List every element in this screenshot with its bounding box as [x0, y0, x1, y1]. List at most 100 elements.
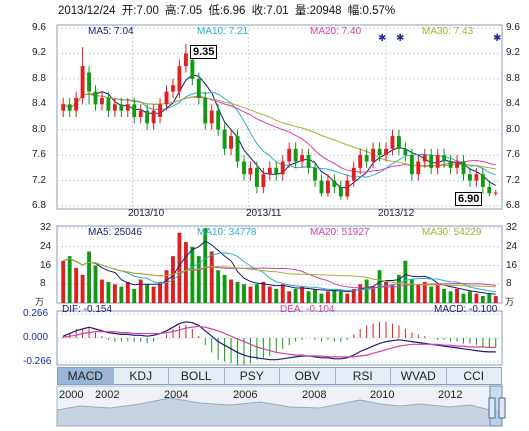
volume-bar	[248, 286, 253, 303]
volume-bar	[435, 284, 440, 303]
volume-bar	[158, 281, 163, 303]
candle-body	[138, 110, 143, 117]
info-close: 收:7.01	[251, 5, 289, 17]
volume-bar	[61, 260, 66, 303]
candle-body	[100, 97, 104, 105]
volume-bar	[300, 286, 305, 303]
candle-body	[306, 155, 311, 168]
candle-body	[287, 148, 292, 162]
candle-body	[448, 161, 453, 168]
dif-line	[62, 321, 496, 361]
vol-ma10-line	[63, 252, 496, 293]
candle-body	[364, 155, 369, 162]
volume-bar	[442, 288, 447, 303]
volume-bar	[67, 256, 72, 303]
volume-bar	[229, 279, 234, 303]
price-panel	[56, 24, 503, 210]
volume-bar	[345, 293, 350, 303]
tab-psy[interactable]: PSY	[225, 368, 280, 384]
tab-wvad[interactable]: WVAD	[391, 368, 447, 384]
candle-body	[171, 85, 175, 92]
candle-body	[254, 167, 259, 187]
candle-body	[332, 180, 337, 187]
range-selector[interactable]	[56, 385, 506, 427]
volume-y-tick-left: 16	[40, 259, 52, 271]
volume-bar	[351, 288, 356, 303]
volume-bar	[138, 279, 143, 303]
price-candles	[61, 43, 498, 200]
year-2002: 2002	[95, 389, 120, 401]
range-handle[interactable]	[498, 397, 506, 419]
candle-body	[474, 174, 479, 181]
volume-bar	[293, 288, 298, 303]
price-y-tick-left: 7.2	[32, 174, 46, 186]
tab-rsi[interactable]: RSI	[336, 368, 391, 384]
volume-bar	[416, 284, 421, 303]
price-y-tick-right: 8.8	[506, 72, 520, 84]
macd-histogram	[62, 321, 497, 366]
candle-body	[125, 104, 130, 111]
volume-bar	[183, 242, 188, 303]
price-y-tick-left: 8.4	[32, 98, 46, 110]
price-y-tick-right: 7.2	[506, 174, 520, 186]
price-ma30-label: MA30: 7.43	[422, 26, 474, 37]
candle-body	[422, 155, 427, 162]
tab-cci[interactable]: CCI	[463, 369, 485, 383]
volume-bar	[222, 274, 227, 303]
volume-bar	[112, 284, 117, 303]
volume-bar	[235, 281, 240, 303]
star-icons: ✱ ✱ ✱	[378, 33, 501, 44]
candle-body	[390, 136, 395, 149]
volume-bar	[261, 281, 266, 303]
year-2008: 2008	[302, 389, 327, 401]
range-handle[interactable]	[488, 397, 496, 419]
candle-body	[267, 167, 272, 175]
volume-bar	[461, 293, 466, 303]
price-y-tick-right: 8.0	[506, 123, 520, 135]
volume-unit-right: 万	[505, 297, 515, 307]
candle-body	[493, 192, 498, 194]
volume-bar	[74, 267, 79, 303]
ma10-line	[62, 91, 496, 178]
candle-body	[442, 155, 447, 162]
candle-body	[80, 66, 85, 98]
dea-line	[63, 325, 496, 358]
candle-body	[345, 180, 350, 197]
volume-bar	[409, 279, 414, 303]
volume-bar	[480, 295, 485, 303]
volume-bar	[287, 291, 292, 303]
volume-bar	[164, 270, 169, 303]
volume-bar	[364, 279, 369, 303]
low-marker: 6.90	[455, 192, 483, 206]
year-2000: 2000	[59, 389, 84, 401]
volume-bar	[190, 246, 195, 303]
macd-dea-label: DEA: -0.104	[280, 304, 335, 315]
price-y-tick-left: 7.6	[32, 149, 46, 161]
candle-body	[429, 155, 434, 168]
vol-ma30-line	[63, 257, 496, 288]
tab-obv[interactable]: OBV	[280, 368, 336, 384]
tab-kdj[interactable]: KDJ	[114, 368, 169, 384]
volume-panel-frame	[56, 225, 503, 304]
macd-y-tick: 0.000	[23, 332, 49, 343]
volume-bar	[216, 270, 221, 303]
price-grid	[57, 25, 502, 209]
volume-bar	[125, 281, 130, 303]
candle-body	[112, 104, 117, 111]
tab-boll[interactable]: BOLL	[169, 368, 225, 384]
year-2010: 2010	[370, 389, 395, 401]
volume-bar	[338, 291, 343, 303]
candle-body	[145, 110, 150, 124]
volume-bar	[209, 251, 214, 303]
volume-y-tick-right: 32	[506, 222, 518, 233]
candle-body	[119, 104, 124, 111]
tab-macd[interactable]: MACD	[58, 368, 114, 384]
candle-body	[242, 161, 246, 175]
volume-bar	[177, 232, 182, 303]
volume-bar	[468, 291, 472, 303]
volume-bar	[403, 260, 408, 303]
ma30-line	[62, 93, 496, 170]
volume-bars	[61, 228, 498, 303]
volume-bar	[487, 293, 492, 303]
